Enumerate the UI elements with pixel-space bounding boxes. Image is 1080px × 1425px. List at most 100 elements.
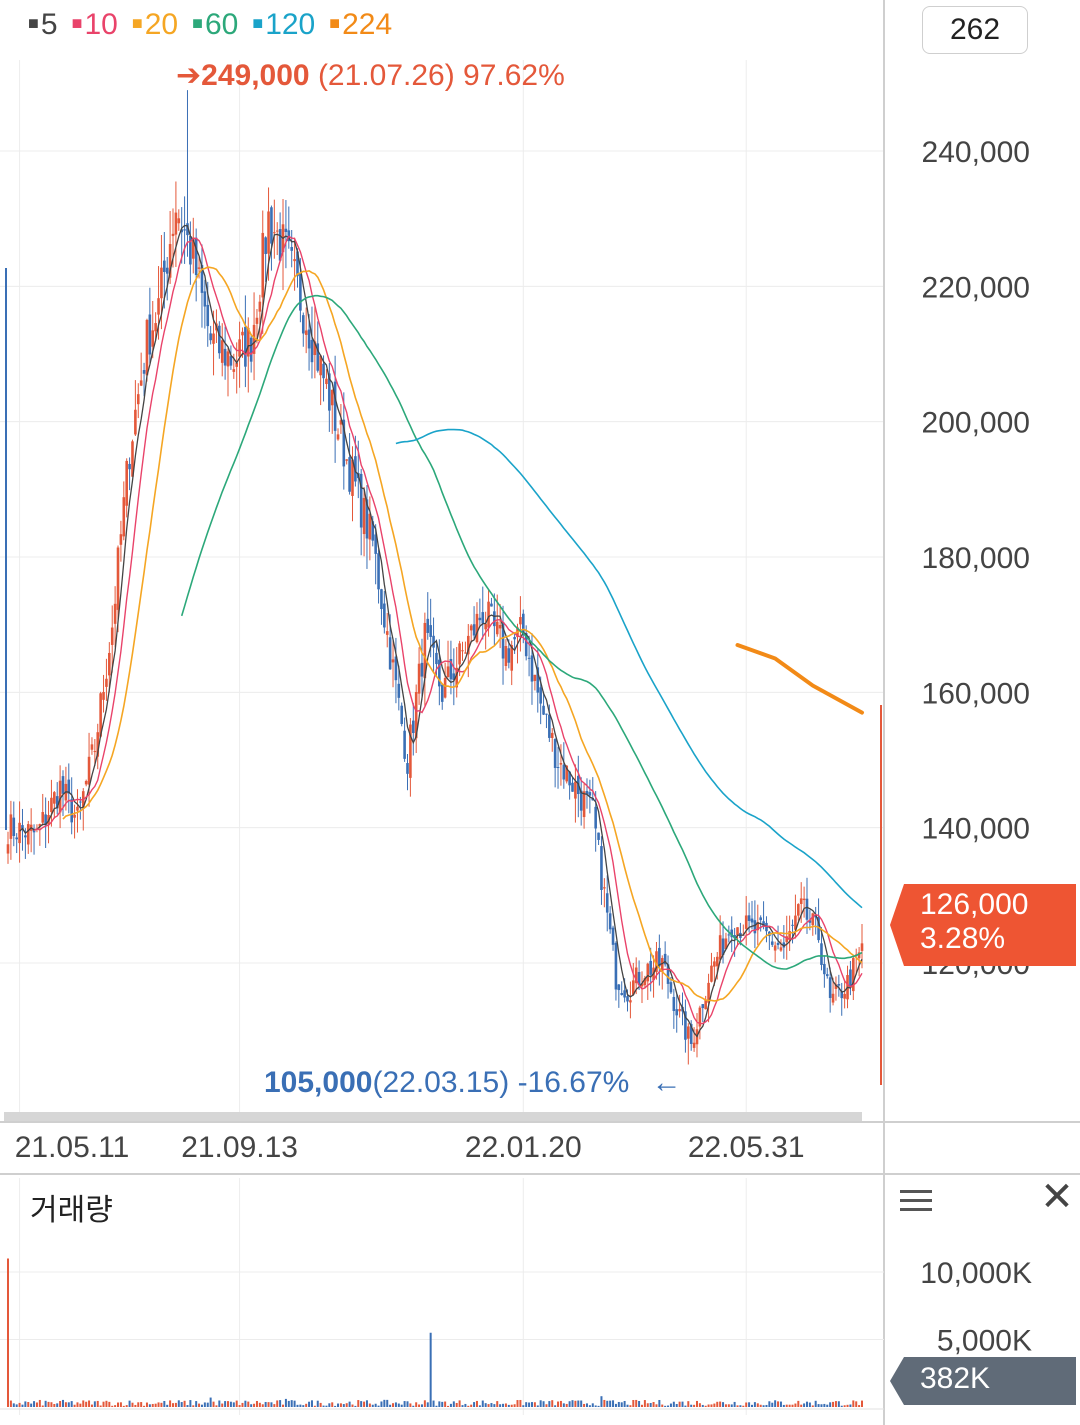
volume-bar bbox=[522, 1405, 525, 1407]
candle-body bbox=[582, 791, 586, 818]
volume-bar bbox=[279, 1400, 282, 1407]
volume-bar bbox=[588, 1405, 591, 1407]
volume-bar bbox=[53, 1403, 56, 1407]
candle-body bbox=[79, 801, 82, 803]
candle-body bbox=[15, 837, 18, 840]
candle-body bbox=[301, 315, 305, 334]
candle-body bbox=[362, 497, 366, 535]
candle-body bbox=[744, 915, 748, 929]
candle-body bbox=[55, 796, 59, 809]
candle-body bbox=[727, 934, 731, 936]
candle-body bbox=[26, 824, 30, 845]
volume-bar bbox=[742, 1405, 745, 1407]
volume-bar bbox=[258, 1402, 261, 1407]
volume-bar bbox=[600, 1396, 603, 1407]
volume-bar bbox=[365, 1400, 368, 1407]
legend-item-ma60[interactable]: ■60 bbox=[192, 8, 238, 41]
candle-body bbox=[261, 232, 265, 298]
volume-bar bbox=[264, 1401, 267, 1407]
volume-bar bbox=[638, 1400, 641, 1407]
candle-body bbox=[108, 652, 111, 676]
current-volume: 382K bbox=[920, 1362, 991, 1395]
volume-bar bbox=[481, 1400, 484, 1407]
volume-bar bbox=[15, 1404, 18, 1407]
candle-body bbox=[426, 618, 430, 633]
candle-body bbox=[12, 817, 16, 836]
candle-body bbox=[458, 643, 461, 665]
menu-icon[interactable] bbox=[900, 1184, 932, 1214]
candle-body bbox=[548, 714, 551, 738]
candle-body bbox=[411, 720, 415, 734]
volume-bar bbox=[183, 1400, 186, 1407]
volume-bar bbox=[817, 1404, 820, 1407]
volume-bar bbox=[154, 1403, 157, 1407]
candle-body bbox=[310, 339, 314, 363]
volume-bar bbox=[18, 1402, 21, 1407]
volume-bar bbox=[200, 1404, 203, 1407]
bar-count-box[interactable]: 262 bbox=[922, 6, 1028, 54]
candle-body bbox=[131, 441, 134, 477]
candle-body bbox=[747, 915, 751, 921]
candle-body bbox=[446, 666, 450, 678]
candle-body bbox=[660, 958, 664, 972]
volume-bar bbox=[30, 1403, 33, 1407]
volume-bar bbox=[96, 1400, 99, 1407]
candle-body bbox=[125, 460, 128, 506]
candle-body bbox=[834, 984, 838, 989]
volume-bar bbox=[380, 1401, 383, 1407]
volume-bar bbox=[435, 1405, 438, 1407]
volume-bar bbox=[678, 1401, 681, 1407]
candle-body bbox=[67, 779, 71, 794]
volume-bar bbox=[791, 1404, 794, 1407]
candle-body bbox=[655, 951, 658, 973]
candle-body bbox=[345, 459, 349, 461]
volume-bar bbox=[528, 1402, 531, 1407]
candle-body bbox=[753, 920, 757, 934]
candle-body bbox=[200, 264, 204, 293]
candle-body bbox=[629, 1000, 632, 1003]
volume-bar bbox=[166, 1404, 169, 1407]
candle-body bbox=[704, 999, 707, 1010]
candle-body bbox=[406, 763, 409, 774]
candle-body bbox=[493, 611, 496, 627]
legend-label: 10 bbox=[84, 8, 118, 41]
volume-bar bbox=[35, 1402, 38, 1407]
legend-item-ma224[interactable]: ■224 bbox=[329, 8, 392, 41]
high-date: (21.07.26) bbox=[317, 59, 455, 92]
candle-body bbox=[689, 1023, 693, 1044]
volume-bar bbox=[403, 1401, 406, 1407]
candle-body bbox=[145, 319, 149, 376]
candle-body bbox=[165, 267, 169, 274]
legend-item-ma20[interactable]: ■20 bbox=[132, 8, 178, 41]
volume-bar bbox=[739, 1405, 742, 1407]
candle-body bbox=[533, 674, 537, 681]
candle-body bbox=[275, 230, 279, 232]
volume-bar bbox=[241, 1402, 244, 1407]
legend-item-ma120[interactable]: ■120 bbox=[252, 8, 315, 41]
candle-body bbox=[168, 244, 172, 278]
volume-bar bbox=[461, 1405, 464, 1407]
volume-bar bbox=[490, 1403, 493, 1407]
legend-item-ma5[interactable]: ■5 bbox=[28, 8, 58, 41]
volume-bar bbox=[261, 1404, 264, 1407]
close-icon[interactable]: ✕ bbox=[1040, 1175, 1074, 1219]
candle-body bbox=[542, 705, 545, 715]
candle-body bbox=[223, 348, 227, 366]
volume-bar bbox=[510, 1404, 513, 1407]
candle-body bbox=[675, 1009, 679, 1016]
candle-body bbox=[70, 799, 73, 823]
volume-bar bbox=[834, 1401, 837, 1407]
candle-body bbox=[180, 229, 183, 233]
volume-bar bbox=[319, 1402, 322, 1407]
candle-body bbox=[93, 751, 97, 753]
candle-body bbox=[646, 963, 650, 982]
candle-body bbox=[594, 806, 597, 829]
candle-body bbox=[828, 977, 832, 998]
candle-body bbox=[776, 942, 780, 946]
candle-body bbox=[666, 964, 670, 984]
candle-body bbox=[113, 603, 117, 624]
volume-bar bbox=[62, 1399, 65, 1407]
legend-item-ma10[interactable]: ■10 bbox=[72, 8, 118, 41]
volume-bar bbox=[805, 1401, 808, 1407]
